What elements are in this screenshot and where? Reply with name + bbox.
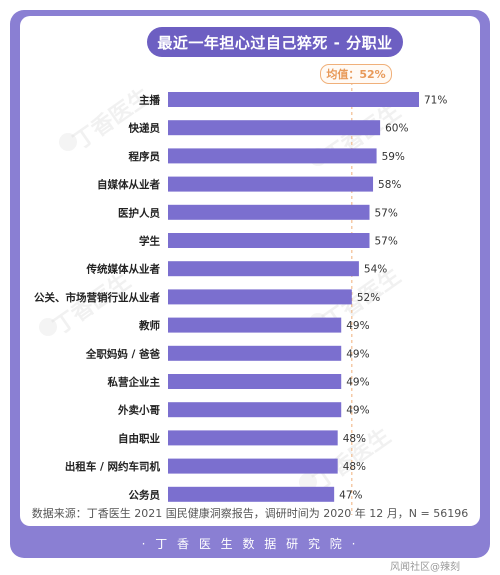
category-label: 外卖小哥 xyxy=(117,404,160,417)
bar xyxy=(168,430,338,446)
category-label: 自媒体从业者 xyxy=(97,178,160,191)
bar xyxy=(168,486,335,502)
value-label: 58% xyxy=(378,179,401,191)
watermark-text: 丁香医生 xyxy=(49,269,135,340)
footer-brand: · 丁 香 医 生 数 据 研 究 院 · xyxy=(141,536,359,551)
bar xyxy=(168,402,342,418)
value-label: 49% xyxy=(346,320,369,332)
category-label: 医护人员 xyxy=(118,206,160,219)
chart-title: 最近一年担心过自己猝死 - 分职业 xyxy=(147,27,403,57)
corner-credit: 风闻社区@辣刻 xyxy=(390,562,460,573)
bar xyxy=(168,233,370,248)
mean-badge: 均值：52% xyxy=(320,64,392,84)
category-label: 全职妈妈 / 爸爸 xyxy=(85,347,161,360)
category-label: 教师 xyxy=(138,319,160,332)
value-label: 71% xyxy=(424,95,447,107)
value-label: 48% xyxy=(343,461,366,473)
watermark-flower-icon xyxy=(39,318,57,336)
category-label: 主播 xyxy=(139,94,160,107)
value-label: 54% xyxy=(364,264,387,276)
watermark-flower-icon xyxy=(59,133,77,151)
bar xyxy=(168,92,419,107)
value-label: 57% xyxy=(375,207,398,219)
category-label: 快递员 xyxy=(128,122,161,135)
bar xyxy=(168,345,342,361)
bars-group: 主播 71% 快递员 60% 程序员 59% 自媒体从业者 58% 医护人员 57% 学生 57% 传统… xyxy=(34,92,447,502)
category-label: 自由职业 xyxy=(118,432,160,445)
category-label: 私营企业主 xyxy=(107,376,161,389)
category-label: 传统媒体从业者 xyxy=(86,263,161,276)
value-label: 52% xyxy=(357,292,380,304)
value-label: 49% xyxy=(346,348,369,360)
bar xyxy=(168,204,370,220)
category-label: 程序员 xyxy=(129,150,161,163)
category-label: 公务员 xyxy=(129,488,161,501)
bar xyxy=(168,374,342,389)
watermark-flower-icon xyxy=(299,473,317,491)
value-label: 49% xyxy=(346,377,369,389)
value-label: 57% xyxy=(375,236,398,248)
category-label: 学生 xyxy=(139,235,160,248)
bar xyxy=(168,176,374,192)
bar xyxy=(168,458,338,474)
value-label: 48% xyxy=(343,433,366,445)
bar xyxy=(168,317,342,333)
category-label: 公关、市场营销行业从业者 xyxy=(34,291,160,304)
value-label: 49% xyxy=(346,405,369,417)
value-label: 60% xyxy=(385,123,408,135)
bar xyxy=(168,289,352,305)
bar xyxy=(168,261,359,277)
source-note: 数据来源：丁香医生 2021 国民健康洞察报告，调研时间为 2020 年 12 … xyxy=(31,507,469,520)
bar xyxy=(168,148,377,164)
category-label: 出租车 / 网约车司机 xyxy=(65,460,161,473)
value-label: 47% xyxy=(339,489,362,501)
value-label: 59% xyxy=(382,151,405,163)
bar xyxy=(168,120,381,136)
